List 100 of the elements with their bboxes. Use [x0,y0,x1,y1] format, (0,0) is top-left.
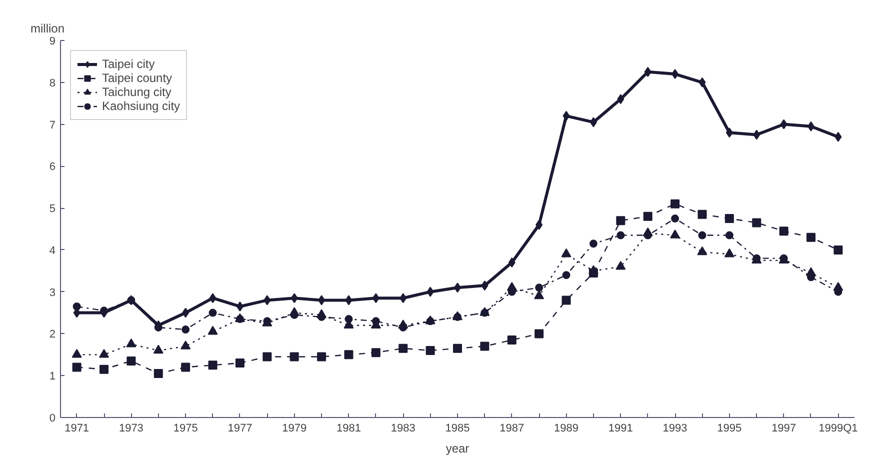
point [345,295,352,306]
x-tick-label: 1973 [118,422,144,434]
x-tick-label: 1991 [608,422,633,434]
point [725,231,734,240]
point [562,110,570,121]
point [318,295,326,306]
point [209,293,216,304]
point [724,214,734,224]
point [617,94,624,104]
point [453,344,462,353]
point [616,216,626,226]
point [698,77,706,88]
point [400,293,407,304]
legend-label: Taichung city [102,85,172,99]
point [644,66,652,77]
point [536,220,543,230]
point [562,271,570,280]
x-tick-label: 1995 [717,422,742,434]
y-axis-title: million [30,22,65,36]
point [72,348,82,358]
point [262,352,272,362]
point [126,356,136,366]
point [561,248,572,258]
point [290,352,299,362]
point [235,358,244,368]
point [534,329,544,338]
point [834,132,842,142]
point [154,369,163,378]
point [698,210,707,219]
point [180,340,191,350]
point [100,364,109,374]
point [153,344,164,354]
point [481,280,488,291]
point [535,284,544,292]
point [779,226,788,236]
y-tick-label: 8 [49,77,56,90]
point [670,230,680,238]
point [588,265,598,274]
point [726,128,733,138]
point [371,348,380,358]
point [208,326,218,335]
point [807,121,814,132]
x-tick-label: 1975 [173,422,198,434]
point [590,117,597,128]
point [589,240,598,248]
y-tick-label: 0 [49,412,56,424]
point [672,69,679,80]
point [698,231,706,240]
x-tick-label: 1979 [282,422,307,434]
y-tick-label: 9 [49,36,56,48]
point [398,344,408,353]
x-tick-label: 1993 [662,422,688,434]
point [264,295,271,306]
point [562,296,571,305]
y-tick-label: 1 [49,370,56,383]
point [372,317,380,326]
point [100,306,108,315]
point [753,130,760,140]
point [670,199,680,208]
point [508,258,516,268]
y-tick-label: 5 [49,203,56,216]
y-tick-label: 4 [49,244,56,257]
x-tick-label: 1981 [336,422,361,434]
point [208,308,217,317]
point [507,336,516,345]
point [181,362,190,372]
point [616,231,625,240]
x-tick-label: 1971 [64,422,90,434]
y-tick-label: 3 [49,286,56,299]
point [480,342,490,351]
x-tick-label: 1983 [390,422,416,434]
point [182,326,190,334]
x-axis-title: year [446,442,470,456]
x-tick-label: 1977 [228,422,252,434]
point [534,290,544,300]
point [806,232,816,242]
point [317,352,326,362]
point [236,301,244,312]
x-tick-label: 1999Q1 [818,422,858,434]
point [99,348,110,358]
point [697,246,708,256]
point [426,286,434,297]
legend-label: Kaohsiung city [102,99,180,113]
point [208,360,218,370]
legend-label: Taipei city [102,57,155,71]
point [72,302,81,310]
point [372,293,380,304]
point [426,346,435,355]
point [290,293,298,304]
x-tick-label: 1989 [554,422,579,434]
x-tick-label: 1987 [500,422,524,434]
point [834,245,843,254]
point [182,308,190,318]
point [780,119,788,130]
point [344,315,353,324]
point [616,261,626,270]
legend-label: Taipei county [102,71,172,85]
x-tick-label: 1985 [445,422,470,434]
point [724,248,734,258]
y-tick-label: 2 [49,328,56,341]
